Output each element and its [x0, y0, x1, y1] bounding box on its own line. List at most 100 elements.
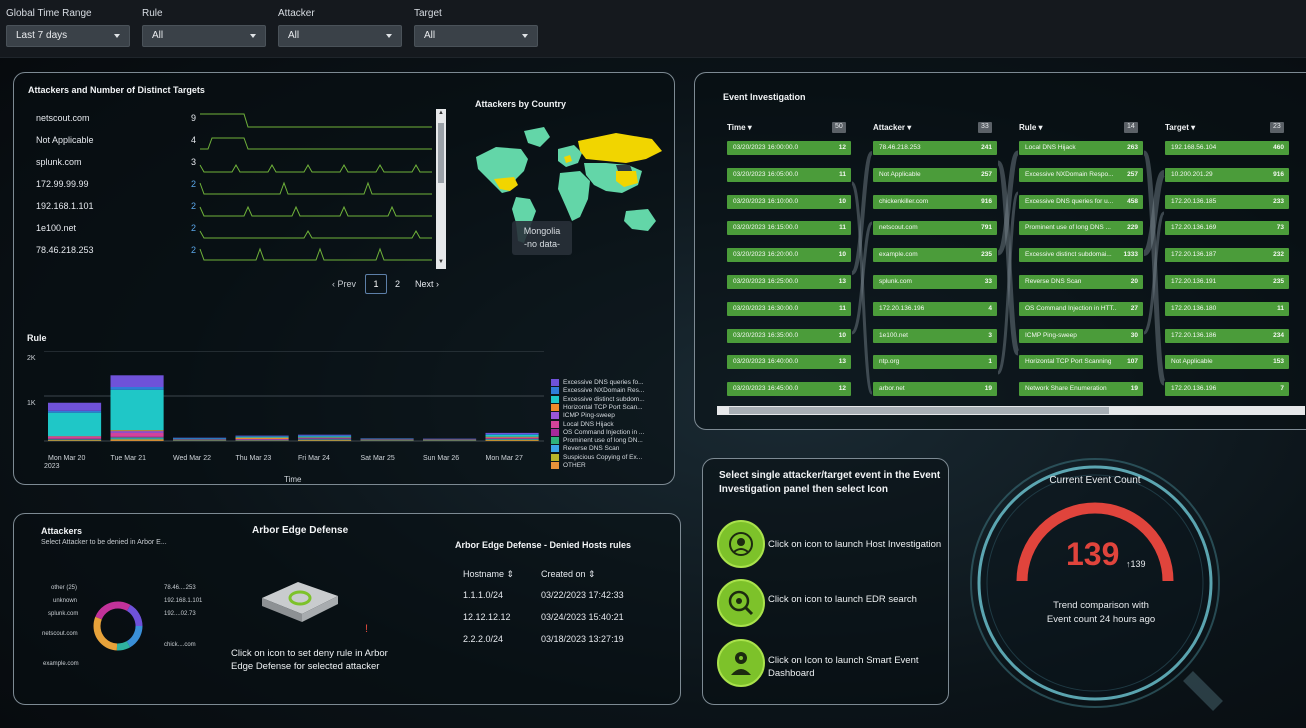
event-cell[interactable]: 172.20.136.186 234 — [1165, 328, 1289, 343]
rule-bar-segment[interactable] — [110, 389, 164, 431]
rule-bar-segment[interactable] — [235, 436, 289, 438]
map-region-north-america[interactable] — [476, 147, 528, 193]
event-cell[interactable]: Network Share Enumeration 19 — [1019, 382, 1143, 397]
event-cell[interactable]: 10.200.201.29 916 — [1165, 167, 1289, 182]
map-region-africa[interactable] — [558, 171, 590, 221]
rule-bar-segment[interactable] — [110, 387, 164, 390]
event-cell[interactable]: example.com 235 — [873, 248, 997, 263]
event-column-header[interactable]: Rule ▾ — [1019, 123, 1043, 132]
event-column-header[interactable]: Attacker ▾ — [873, 123, 912, 132]
event-cell[interactable]: 78.46.218.253 241 — [873, 141, 997, 155]
rule-bar-segment[interactable] — [485, 440, 539, 441]
edr-search-icon[interactable] — [717, 579, 765, 627]
pager-page-2[interactable]: 2 — [395, 279, 401, 289]
donut-label[interactable]: 78.46....253 — [164, 585, 196, 591]
event-cell[interactable]: Horizontal TCP Port Scanning 107 — [1019, 355, 1143, 370]
rule-bar-segment[interactable] — [110, 432, 164, 437]
rule-bar-segment[interactable] — [485, 436, 539, 438]
event-cell[interactable]: 03/20/2023 16:15:00.0 11 — [727, 221, 851, 236]
horizontal-scrollbar[interactable] — [717, 406, 1305, 415]
event-cell[interactable]: 03/20/2023 16:45:00.0 12 — [727, 382, 851, 397]
rule-bar-segment[interactable] — [48, 402, 102, 411]
event-cell[interactable]: 172.20.136.187 232 — [1165, 248, 1289, 263]
event-cell[interactable]: 172.20.136.185 233 — [1165, 194, 1289, 209]
rule-bar-segment[interactable] — [298, 434, 352, 436]
donut-label[interactable]: splunk.com — [48, 611, 79, 617]
map-region-germany[interactable] — [564, 155, 572, 163]
rule-bar-segment[interactable] — [235, 436, 289, 437]
event-cell[interactable]: 172.20.136.196 4 — [873, 301, 997, 316]
event-cell[interactable]: Excessive distinct subdomai... 1333 — [1019, 248, 1143, 263]
attacker-row[interactable]: 192.168.1.101 2 — [36, 197, 196, 219]
event-cell[interactable]: Prominent use of long DNS ... 229 — [1019, 221, 1143, 236]
map-region-australia[interactable] — [624, 209, 656, 231]
map-region-usa[interactable] — [494, 177, 518, 191]
event-cell[interactable]: 03/20/2023 16:30:00.0 11 — [727, 301, 851, 316]
smart-event-icon[interactable] — [717, 639, 765, 687]
donut-label[interactable]: other (25) — [51, 585, 78, 591]
rule-bar-segment[interactable] — [48, 436, 102, 439]
attacker-row[interactable]: Not Applicable 4 — [36, 131, 196, 153]
pager-prev[interactable]: ‹ Prev — [332, 279, 357, 289]
col-created-on[interactable]: Created on ⇕ — [541, 569, 596, 580]
event-cell[interactable]: 172.20.136.196 7 — [1165, 382, 1289, 397]
rule-bar-segment[interactable] — [110, 430, 164, 432]
scrollbar-thumb[interactable] — [438, 123, 444, 183]
event-cell[interactable]: Local DNS Hijack 263 — [1019, 141, 1143, 155]
event-cell[interactable]: Reverse DNS Scan 20 — [1019, 275, 1143, 289]
event-cell[interactable]: 03/20/2023 16:10:00.0 10 — [727, 194, 851, 209]
rule-bar-segment[interactable] — [110, 437, 164, 439]
rule-bar-segment[interactable] — [110, 438, 164, 440]
donut-label[interactable]: example.com — [43, 661, 79, 667]
attacker-row[interactable]: netscout.com 9 — [36, 109, 196, 131]
event-cell[interactable]: 1e100.net 3 — [873, 328, 997, 343]
donut-label[interactable]: unknown — [53, 598, 78, 604]
rule-bar-segment[interactable] — [485, 432, 539, 435]
rule-bar-segment[interactable] — [48, 412, 102, 437]
target-dropdown[interactable]: All — [414, 25, 538, 47]
rule-bar-segment[interactable] — [173, 437, 227, 439]
event-cell[interactable]: 192.168.56.104 460 — [1165, 141, 1289, 155]
pager-next[interactable]: Next › — [415, 279, 440, 289]
donut-label[interactable]: netscout.com — [42, 631, 78, 637]
map-region-russia[interactable] — [578, 133, 662, 163]
host-investigation-icon[interactable] — [717, 520, 765, 568]
event-cell[interactable]: ICMP Ping-sweep 30 — [1019, 328, 1143, 343]
rule-bar-segment[interactable] — [485, 434, 539, 437]
pager-page-1[interactable]: 1 — [365, 274, 387, 294]
map-region-china[interactable] — [616, 171, 638, 187]
col-hostname[interactable]: Hostname ⇕ — [463, 569, 514, 580]
rule-bar-segment[interactable] — [298, 435, 352, 437]
event-cell[interactable]: 03/20/2023 16:40:00.0 13 — [727, 355, 851, 370]
scrollbar-thumb[interactable] — [729, 407, 1109, 414]
attacker-row[interactable]: 1e100.net 2 — [36, 219, 196, 241]
donut-label[interactable]: 192.168.1.101 — [164, 598, 203, 604]
event-column-header[interactable]: Target ▾ — [1165, 123, 1196, 132]
rule-bar-segment[interactable] — [110, 439, 164, 441]
scroll-up-icon[interactable]: ▲ — [438, 110, 444, 116]
event-cell[interactable]: Not Applicable 257 — [873, 167, 997, 182]
rule-bar-segment[interactable] — [110, 375, 164, 387]
event-cell[interactable]: Excessive NXDomain Respo... 257 — [1019, 167, 1143, 182]
event-cell[interactable]: 172.20.136.191 235 — [1165, 275, 1289, 289]
scroll-down-icon[interactable]: ▼ — [438, 259, 444, 265]
event-column-header[interactable]: Time ▾ — [727, 123, 752, 132]
rule-dropdown[interactable]: All — [142, 25, 266, 47]
event-cell[interactable]: 172.20.136.180 11 — [1165, 301, 1289, 316]
event-cell[interactable]: netscout.com 791 — [873, 221, 997, 236]
attacker-row[interactable]: 78.46.218.253 2 — [36, 241, 196, 263]
rule-bar-segment[interactable] — [110, 440, 164, 441]
event-cell[interactable]: chickenkiller.com 916 — [873, 194, 997, 209]
rule-bar-segment[interactable] — [110, 436, 164, 438]
scrollbar[interactable]: ▲ ▼ — [436, 109, 446, 269]
event-cell[interactable]: Excessive DNS queries for u... 458 — [1019, 194, 1143, 209]
event-cell[interactable]: 172.20.136.169 73 — [1165, 221, 1289, 236]
event-cell[interactable]: OS Command Injection in HTT... 27 — [1019, 301, 1143, 316]
time-range-dropdown[interactable]: Last 7 days — [6, 25, 130, 47]
attacker-row[interactable]: splunk.com 3 — [36, 153, 196, 175]
event-cell[interactable]: splunk.com 33 — [873, 275, 997, 289]
rule-bar-segment[interactable] — [48, 410, 102, 413]
rule-bar-segment[interactable] — [235, 437, 289, 439]
donut-label[interactable]: chick....com — [164, 642, 196, 648]
rule-bar-segment[interactable] — [298, 436, 352, 438]
